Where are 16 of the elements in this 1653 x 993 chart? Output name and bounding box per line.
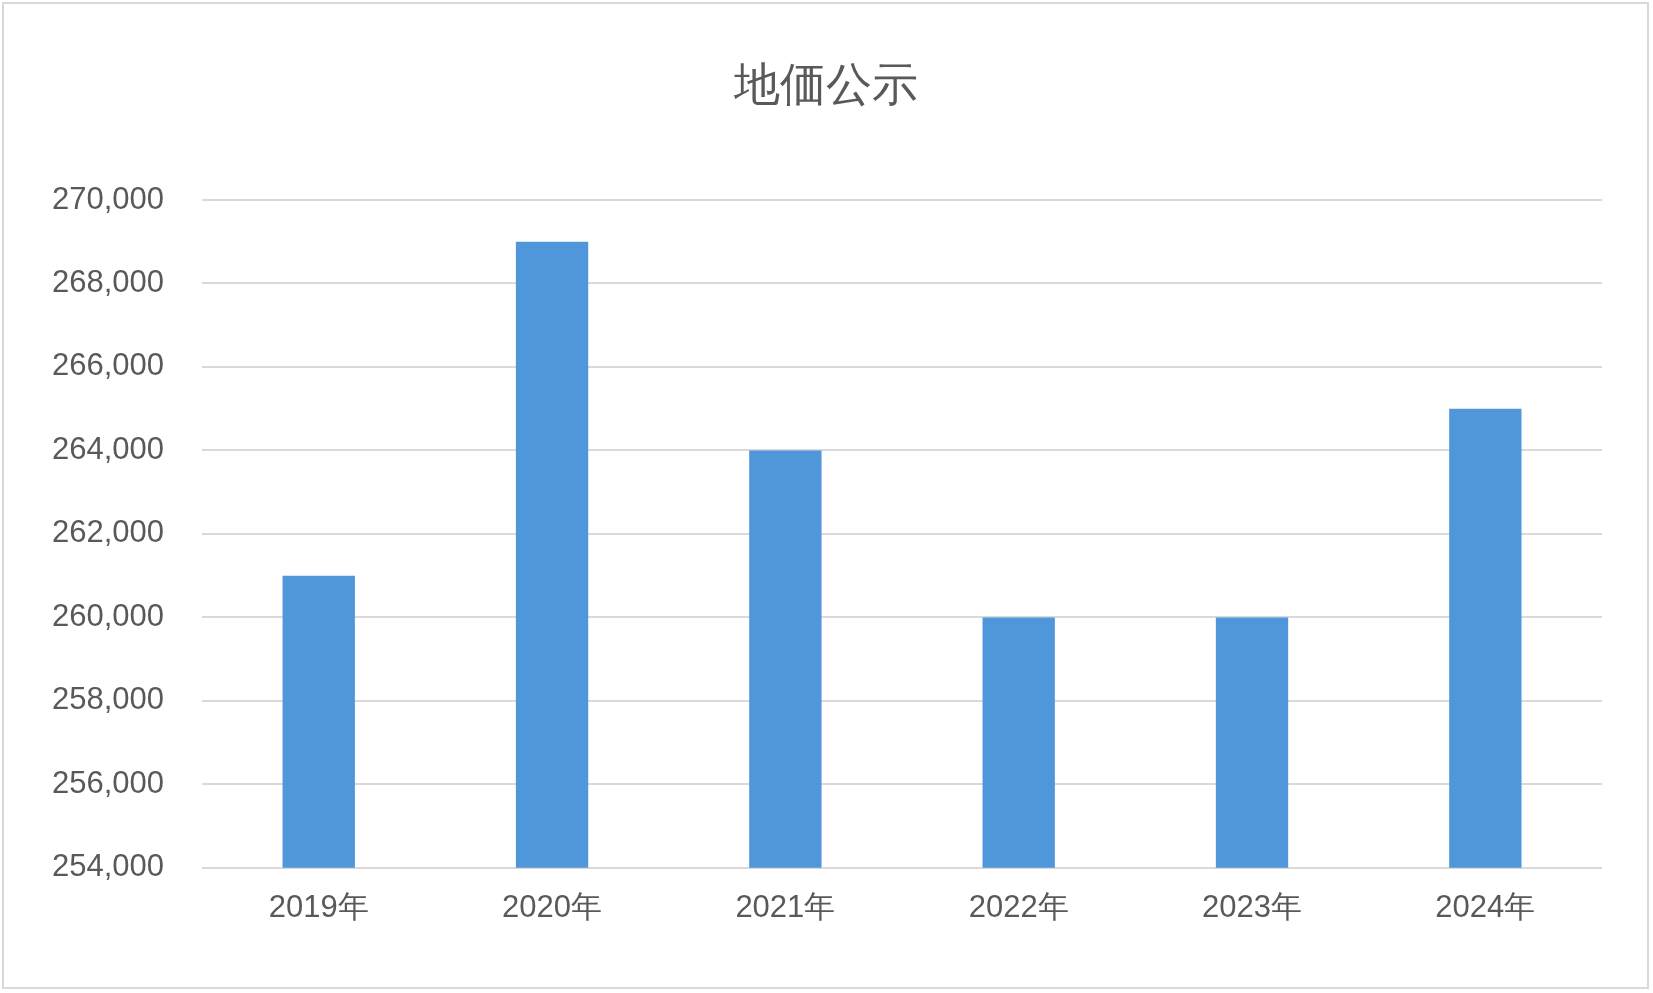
y-tick-label: 256,000 bbox=[51, 764, 165, 800]
x-tick-label: 2020年 bbox=[502, 888, 603, 924]
x-tick-label: 2021年 bbox=[735, 888, 836, 924]
y-tick-label: 254,000 bbox=[51, 848, 165, 884]
x-tick-label: 2019年 bbox=[268, 888, 369, 924]
chart-title: 地価公示 bbox=[732, 56, 919, 113]
y-tick-label: 262,000 bbox=[51, 514, 165, 550]
x-tick-label: 2023年 bbox=[1202, 888, 1302, 924]
x-tick-label: 2022年 bbox=[968, 888, 1069, 924]
y-tick-label: 266,000 bbox=[51, 347, 165, 383]
y-tick-label: 264,000 bbox=[51, 430, 165, 466]
y-tick-label: 258,000 bbox=[51, 681, 165, 717]
x-tick-label: 2024年 bbox=[1435, 888, 1536, 924]
y-tick-label: 268,000 bbox=[51, 264, 165, 300]
y-tick-label: 270,000 bbox=[51, 180, 165, 216]
y-tick-label: 260,000 bbox=[51, 597, 165, 633]
